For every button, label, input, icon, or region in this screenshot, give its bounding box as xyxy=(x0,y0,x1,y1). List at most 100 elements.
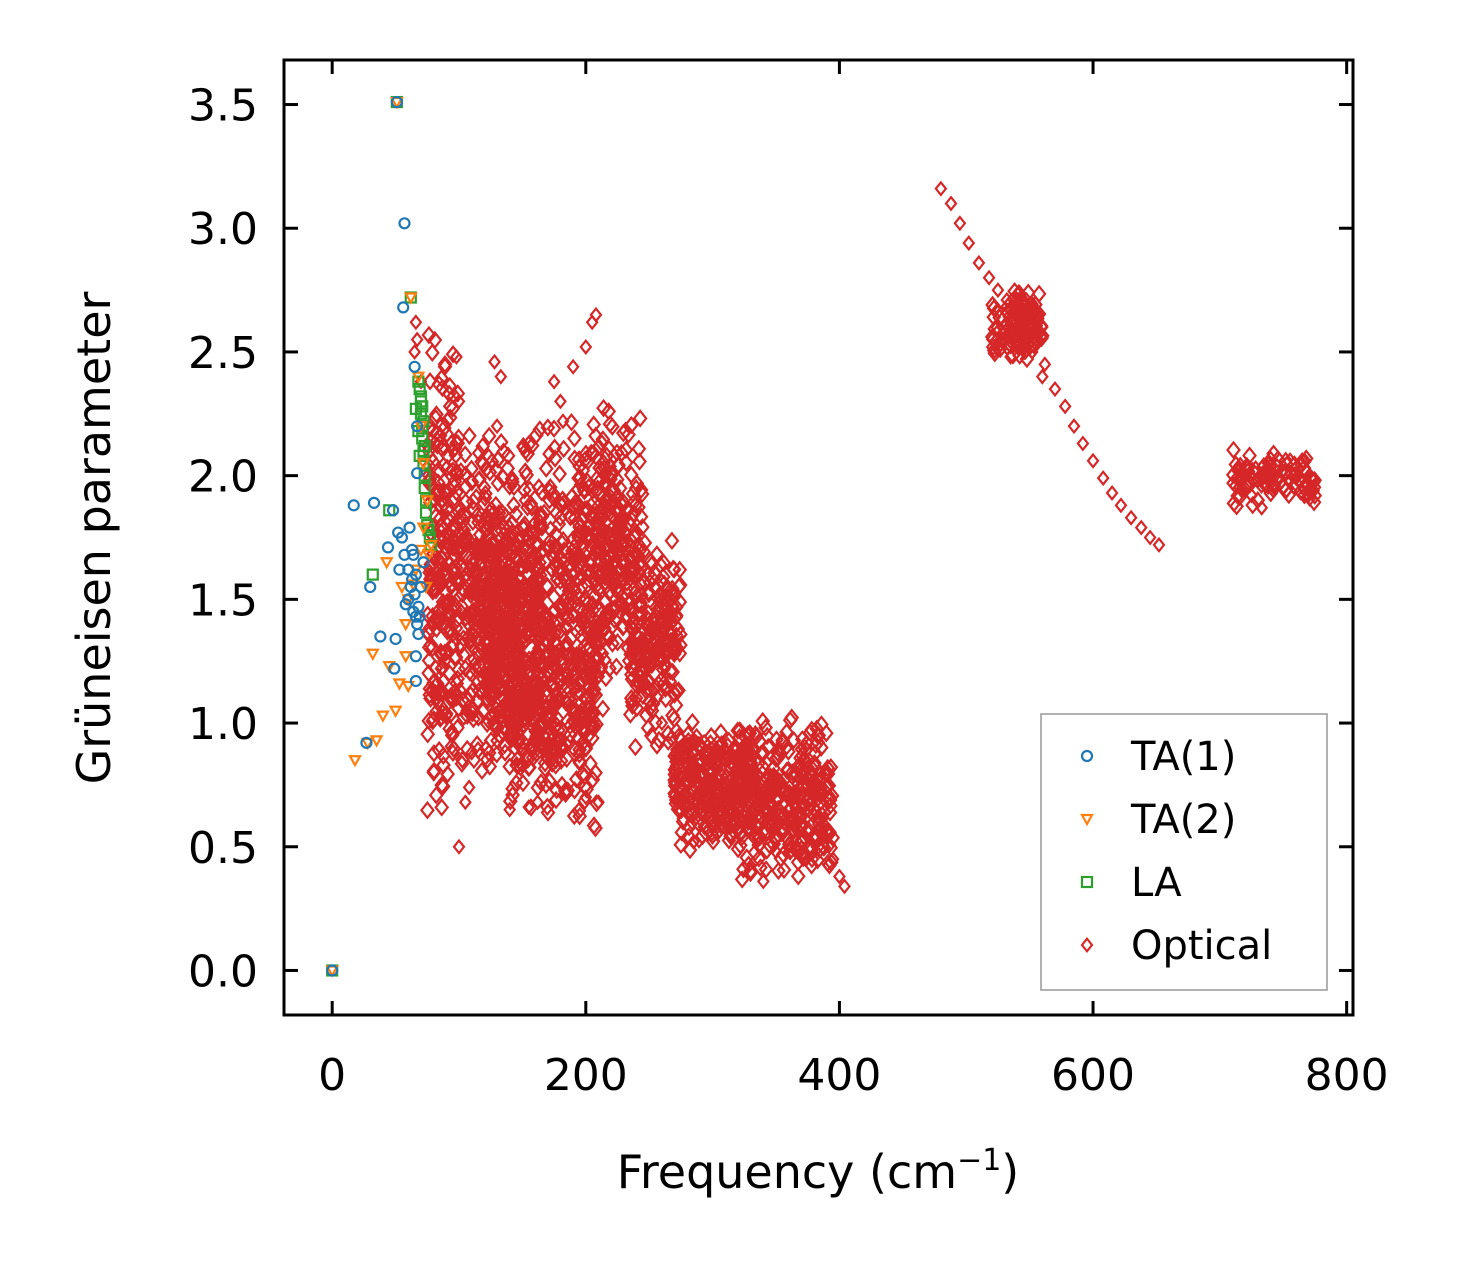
point-optical-cluster xyxy=(818,723,834,743)
point-optical-cluster xyxy=(672,560,688,580)
point-optical-cluster xyxy=(519,465,535,485)
point-optical-cluster xyxy=(461,606,476,626)
point-optical-cluster xyxy=(679,795,694,814)
point-optical-cluster xyxy=(484,550,500,570)
point-optical-cluster xyxy=(986,307,1002,327)
point-optical-cluster xyxy=(804,759,820,778)
point-optical-cluster xyxy=(425,421,441,440)
point-optical-cluster xyxy=(696,813,712,832)
point-optical-cluster xyxy=(1034,326,1050,346)
point-optical xyxy=(462,779,476,796)
point-ta2 xyxy=(388,705,403,718)
point-optical-cluster xyxy=(1298,449,1314,468)
point-optical-cluster xyxy=(432,683,447,702)
point-optical-cluster xyxy=(992,339,1008,359)
point-optical-cluster xyxy=(509,755,524,775)
point-optical-cluster xyxy=(632,452,647,471)
point-optical-cluster xyxy=(794,739,810,759)
point-optical-cluster xyxy=(556,553,572,573)
point-optical-cluster xyxy=(530,568,546,588)
point-optical-cluster xyxy=(442,376,458,396)
point-optical-cluster xyxy=(530,686,546,705)
point-optical-cluster xyxy=(817,803,832,822)
point-optical-cluster xyxy=(643,552,659,571)
point-optical xyxy=(465,744,479,761)
point-optical-cluster xyxy=(558,635,573,655)
point-optical-cluster xyxy=(780,784,796,804)
point-optical-cluster xyxy=(481,574,497,593)
point-optical-cluster xyxy=(482,684,498,704)
point-optical-cluster xyxy=(586,415,602,434)
point-optical-cluster xyxy=(1226,494,1242,513)
point-optical-cluster xyxy=(474,761,490,781)
point-optical xyxy=(560,784,574,801)
point-optical-cluster xyxy=(673,835,689,855)
point-optical-cluster xyxy=(607,528,623,547)
point-optical-cluster xyxy=(742,790,757,810)
point-optical-cluster xyxy=(758,718,773,737)
point-optical-cluster xyxy=(517,462,533,481)
point-optical-cluster xyxy=(676,775,692,795)
point-optical-cluster xyxy=(475,537,491,557)
point-optical-cluster xyxy=(756,774,772,794)
point-optical-cluster xyxy=(635,686,651,706)
point-optical-cluster xyxy=(444,737,460,756)
point-optical-cluster xyxy=(747,843,763,862)
point-optical-cluster xyxy=(667,770,683,790)
point-optical-cluster xyxy=(987,344,1003,363)
point-optical-cluster xyxy=(657,655,673,674)
y-tick-label: 3.0 xyxy=(188,204,258,255)
point-optical-cluster xyxy=(421,325,437,345)
point-optical-cluster xyxy=(547,438,563,457)
point-optical-cluster xyxy=(631,595,646,615)
point-optical-cluster xyxy=(655,567,671,587)
point-optical-cluster xyxy=(674,800,689,820)
point-optical-cluster xyxy=(721,831,737,850)
point-optical-cluster xyxy=(478,584,494,604)
point-optical-cluster xyxy=(537,614,553,634)
y-tick-label: 1.5 xyxy=(188,575,258,626)
point-optical-cluster xyxy=(424,343,440,362)
point-optical-cluster xyxy=(553,751,569,771)
point-optical-cluster xyxy=(820,758,836,778)
point-optical xyxy=(1255,499,1269,516)
point-optical-cluster xyxy=(452,539,468,559)
point-optical-cluster xyxy=(586,680,602,699)
point-optical-cluster xyxy=(539,704,555,724)
point-optical-cluster xyxy=(445,691,461,711)
point-optical-cluster xyxy=(552,464,568,484)
point-optical-cluster xyxy=(542,771,557,791)
point-optical-cluster xyxy=(522,758,537,777)
point-optical-cluster xyxy=(810,733,826,752)
point-optical-cluster xyxy=(640,630,656,649)
point-optical xyxy=(991,282,1005,299)
point-optical-cluster xyxy=(664,531,680,551)
point-optical xyxy=(706,801,720,818)
point-optical-cluster xyxy=(618,440,634,460)
point-optical-cluster xyxy=(457,445,473,464)
point-optical-cluster xyxy=(610,544,626,563)
point-optical-cluster xyxy=(466,709,481,729)
point-optical-cluster xyxy=(779,722,794,742)
point-optical xyxy=(1010,296,1024,313)
point-optical-cluster xyxy=(637,533,653,553)
point-optical-cluster xyxy=(542,444,557,464)
point-optical xyxy=(1076,435,1090,452)
point-optical-cluster xyxy=(588,763,603,783)
point-optical-cluster xyxy=(800,820,816,839)
point-optical-cluster xyxy=(667,784,683,803)
point-optical-cluster xyxy=(442,408,458,427)
point-optical-cluster xyxy=(790,820,805,839)
point-optical-cluster xyxy=(420,725,436,744)
point-optical-cluster xyxy=(483,570,499,589)
point-optical-cluster xyxy=(507,738,523,758)
point-optical-cluster xyxy=(655,660,671,679)
point-optical-cluster xyxy=(506,495,522,515)
point-optical-cluster xyxy=(625,571,640,591)
point-optical-cluster xyxy=(445,634,461,653)
point-optical-cluster xyxy=(614,552,629,571)
point-optical-cluster xyxy=(455,511,471,531)
axis-tick-labels: 0 200 400 600 800 0.0 0.5 1.0 1.5 2.0 2.5 3.0 3.5 xyxy=(188,81,1389,1101)
point-optical-cluster xyxy=(657,642,673,661)
